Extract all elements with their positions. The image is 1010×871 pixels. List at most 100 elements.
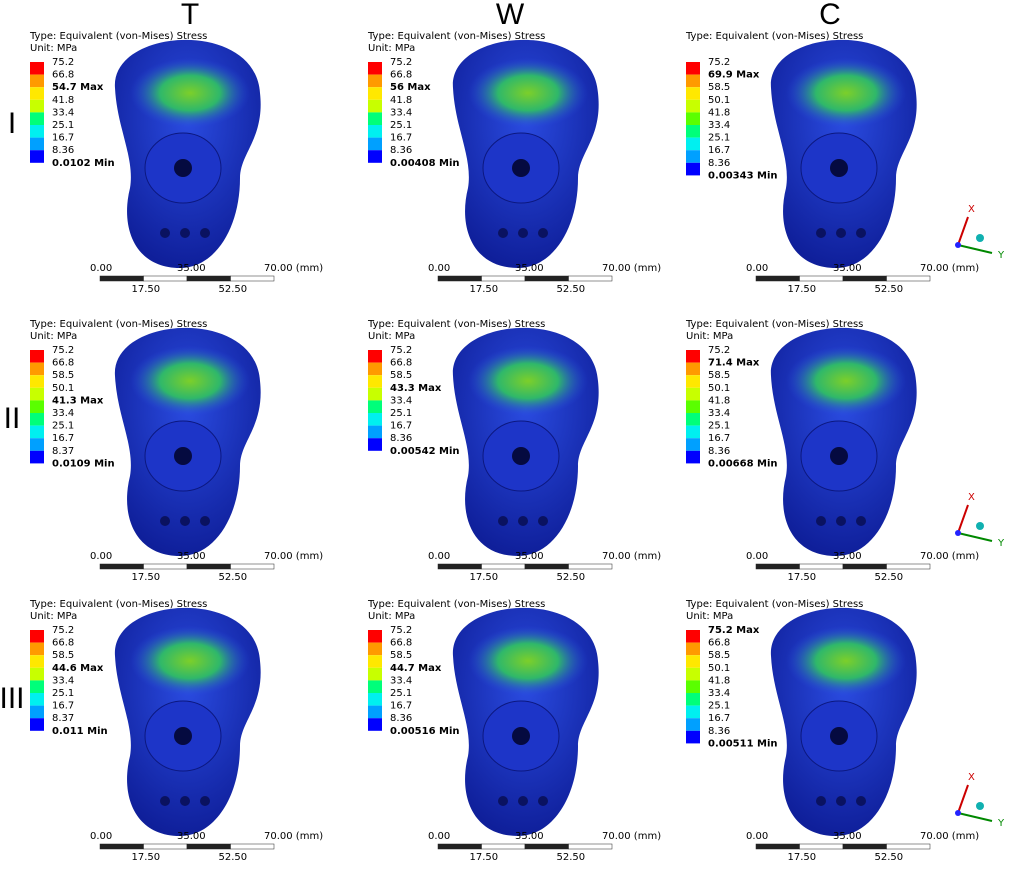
legend-label: 8.36 <box>52 145 74 156</box>
legend-label: 41.8 <box>708 107 730 118</box>
legend-band <box>368 112 382 125</box>
legend-label: 0.00343 Min <box>708 170 778 181</box>
scale-label: 17.50 <box>470 572 499 583</box>
scale-label: 0.00 <box>90 831 112 842</box>
row-label: I <box>8 107 16 140</box>
stress-region <box>468 346 588 416</box>
legend-label: 25.1 <box>708 701 730 712</box>
legend-label: 33.4 <box>708 408 730 419</box>
row-label: II <box>4 402 21 435</box>
scale-label: 0.00 <box>746 831 768 842</box>
scale-label: 35.00 <box>515 831 544 842</box>
scale-segment <box>437 843 482 850</box>
legend-band <box>686 705 700 719</box>
legend-label: 25.1 <box>52 688 74 699</box>
scale-segment <box>99 275 144 282</box>
legend-type: Type: Equivalent (von-Mises) Stress <box>685 599 863 610</box>
legend-unit: Unit: MPa <box>30 43 77 54</box>
triad-ball <box>976 802 984 810</box>
scale-segment <box>143 563 188 570</box>
legend-band <box>30 350 44 363</box>
legend-type: Type: Equivalent (von-Mises) Stress <box>367 31 545 42</box>
scale-segment <box>186 563 231 570</box>
screw-hole <box>498 796 508 806</box>
screw-hole <box>160 516 170 526</box>
scale-label: 0.00 <box>746 551 768 562</box>
legend-label: 16.7 <box>390 701 412 712</box>
legend-band <box>368 718 382 731</box>
legend-band <box>686 74 700 88</box>
legend-band <box>368 642 382 656</box>
stress-region <box>130 346 250 416</box>
legend-band <box>686 162 700 176</box>
legend-label: 25.1 <box>390 408 412 419</box>
scale-label: 17.50 <box>132 572 161 583</box>
hole <box>174 159 192 177</box>
legend-band <box>686 655 700 668</box>
legend-band <box>686 125 700 138</box>
legend-band <box>686 62 700 75</box>
scale-segment <box>481 843 526 850</box>
screw-hole <box>160 796 170 806</box>
legend-label: 33.4 <box>390 107 412 118</box>
legend-label: 50.1 <box>708 95 730 106</box>
legend-band <box>368 150 382 163</box>
screw-hole <box>538 516 548 526</box>
legend-label: 44.6 Max <box>52 663 104 674</box>
legend-band <box>368 362 382 376</box>
legend-unit: Unit: MPa <box>686 331 733 342</box>
axis-x <box>957 784 969 814</box>
scale-segment <box>524 843 569 850</box>
scale-label: 35.00 <box>177 551 206 562</box>
scale-label: 17.50 <box>788 284 817 295</box>
legend-band <box>30 680 44 693</box>
screw-hole <box>538 796 548 806</box>
legend-band <box>30 125 44 138</box>
legend-label: 50.1 <box>708 383 730 394</box>
legend-label: 50.1 <box>52 383 74 394</box>
legend-label: 0.00668 Min <box>708 458 778 469</box>
triad-ball <box>976 234 984 242</box>
triad-origin <box>955 810 961 816</box>
legend-type: Type: Equivalent (von-Mises) Stress <box>29 31 207 42</box>
screw-hole <box>836 228 846 238</box>
legend-label: 16.7 <box>708 433 730 444</box>
legend-band <box>686 387 700 401</box>
legend-label: 41.8 <box>390 95 412 106</box>
scale-segment <box>143 843 188 850</box>
scale-label: 0.00 <box>90 551 112 562</box>
legend-band <box>30 150 44 163</box>
scale-label: 35.00 <box>833 551 862 562</box>
legend-label: 66.8 <box>390 70 412 81</box>
axis-label: Y <box>997 538 1005 549</box>
scale-segment <box>481 563 526 570</box>
legend-band <box>368 400 382 413</box>
legend-label: 25.1 <box>708 133 730 144</box>
scale-label: 35.00 <box>515 551 544 562</box>
scale-segment <box>481 275 526 282</box>
stress-region <box>468 626 588 696</box>
scale-segment <box>143 275 188 282</box>
scale-label: 70.00 (mm) <box>264 263 323 274</box>
legend-band <box>368 62 382 75</box>
legend-label: 33.4 <box>52 408 74 419</box>
legend-label: 16.7 <box>52 701 74 712</box>
legend-label: 41.8 <box>708 675 730 686</box>
legend-label: 8.37 <box>52 446 74 457</box>
scale-segment <box>568 563 613 570</box>
axis-y <box>957 532 993 542</box>
legend-band <box>30 642 44 656</box>
legend-band <box>368 413 382 426</box>
triad-origin <box>955 242 961 248</box>
legend-label: 8.36 <box>708 158 730 169</box>
legend-label: 58.5 <box>708 82 730 93</box>
screw-hole <box>856 228 866 238</box>
legend-label: 25.1 <box>390 688 412 699</box>
legend-band <box>686 112 700 125</box>
legend-label: 75.2 <box>390 57 412 68</box>
legend-band <box>686 450 700 464</box>
legend-label: 66.8 <box>390 358 412 369</box>
screw-hole <box>160 228 170 238</box>
legend-label: 8.36 <box>390 433 412 444</box>
